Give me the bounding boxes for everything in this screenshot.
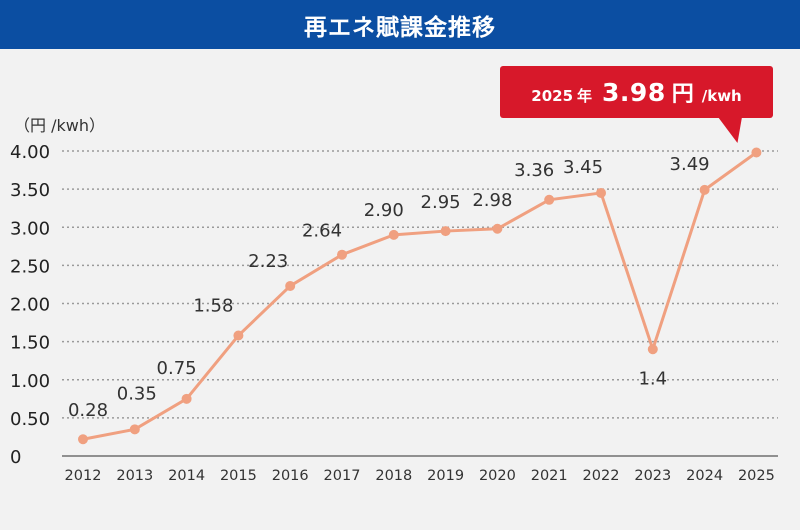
callout-unit: /kwh — [701, 87, 742, 105]
callout-value: 3.98 — [602, 78, 666, 107]
data-label: 1.4 — [638, 368, 667, 389]
y-tick-label: 4.00 — [10, 142, 50, 163]
data-point — [285, 280, 296, 291]
data-point — [751, 147, 762, 158]
x-tick-label: 2022 — [583, 468, 620, 484]
x-tick-label: 2018 — [375, 468, 412, 484]
data-label: 2.90 — [364, 200, 404, 221]
x-tick-label: 2023 — [634, 468, 671, 484]
data-point — [596, 187, 606, 198]
y-tick-label: 0.50 — [10, 409, 50, 430]
series-line — [82, 151, 758, 441]
y-axis-unit-label: （円 /kwh） — [14, 116, 105, 135]
data-label: 0.35 — [117, 383, 157, 404]
x-tick-label: 2024 — [686, 468, 723, 484]
data-point — [337, 249, 347, 260]
x-tick-label: 2013 — [116, 468, 153, 484]
data-point — [699, 184, 710, 195]
data-label: 2.95 — [421, 192, 461, 213]
data-label: 0.75 — [157, 358, 197, 379]
x-tick-label: 2020 — [479, 468, 516, 484]
data-label: 3.36 — [514, 160, 554, 181]
data-label: 2.23 — [248, 251, 288, 272]
x-tick-label: 2025 — [738, 468, 775, 484]
chart-title: 再エネ賦課金推移 — [304, 14, 496, 41]
x-tick-label: 2012 — [65, 468, 102, 484]
data-label: 1.58 — [193, 296, 233, 317]
data-point — [78, 434, 88, 445]
x-tick-label: 2015 — [220, 468, 257, 484]
x-tick-label: 2019 — [427, 468, 464, 484]
data-point — [492, 223, 503, 234]
data-point — [440, 226, 451, 237]
x-tick-label: 2014 — [168, 468, 205, 484]
y-tick-label: 1.50 — [10, 333, 50, 354]
latest-value-callout: 2025 年 3.98 円 /kwh — [500, 66, 773, 118]
chart-title-banner: 再エネ賦課金推移 — [0, 0, 800, 49]
callout-year-suffix: 年 — [577, 87, 593, 105]
data-label: 3.49 — [670, 154, 710, 175]
data-point — [129, 424, 140, 435]
callout-year: 2025 — [531, 87, 574, 105]
data-point — [647, 344, 658, 355]
data-point — [181, 393, 192, 404]
y-tick-label: 2.00 — [10, 295, 50, 316]
data-label: 2.98 — [472, 190, 512, 211]
y-tick-label: 2.50 — [10, 256, 50, 277]
x-tick-label: 2017 — [324, 468, 361, 484]
data-point — [233, 330, 244, 341]
data-point — [544, 194, 555, 205]
data-label: 2.64 — [302, 221, 342, 242]
y-tick-label: 3.50 — [10, 180, 50, 201]
y-tick-label: 3.00 — [10, 218, 50, 239]
x-tick-label: 2016 — [272, 468, 309, 484]
data-point — [388, 229, 399, 240]
y-tick-label: 0 — [10, 447, 21, 468]
data-label: 0.28 — [68, 400, 108, 421]
y-tick-label: 1.00 — [10, 371, 50, 392]
data-label: 3.45 — [563, 157, 603, 178]
callout-currency: 円 — [671, 82, 694, 107]
x-tick-label: 2021 — [531, 468, 568, 484]
